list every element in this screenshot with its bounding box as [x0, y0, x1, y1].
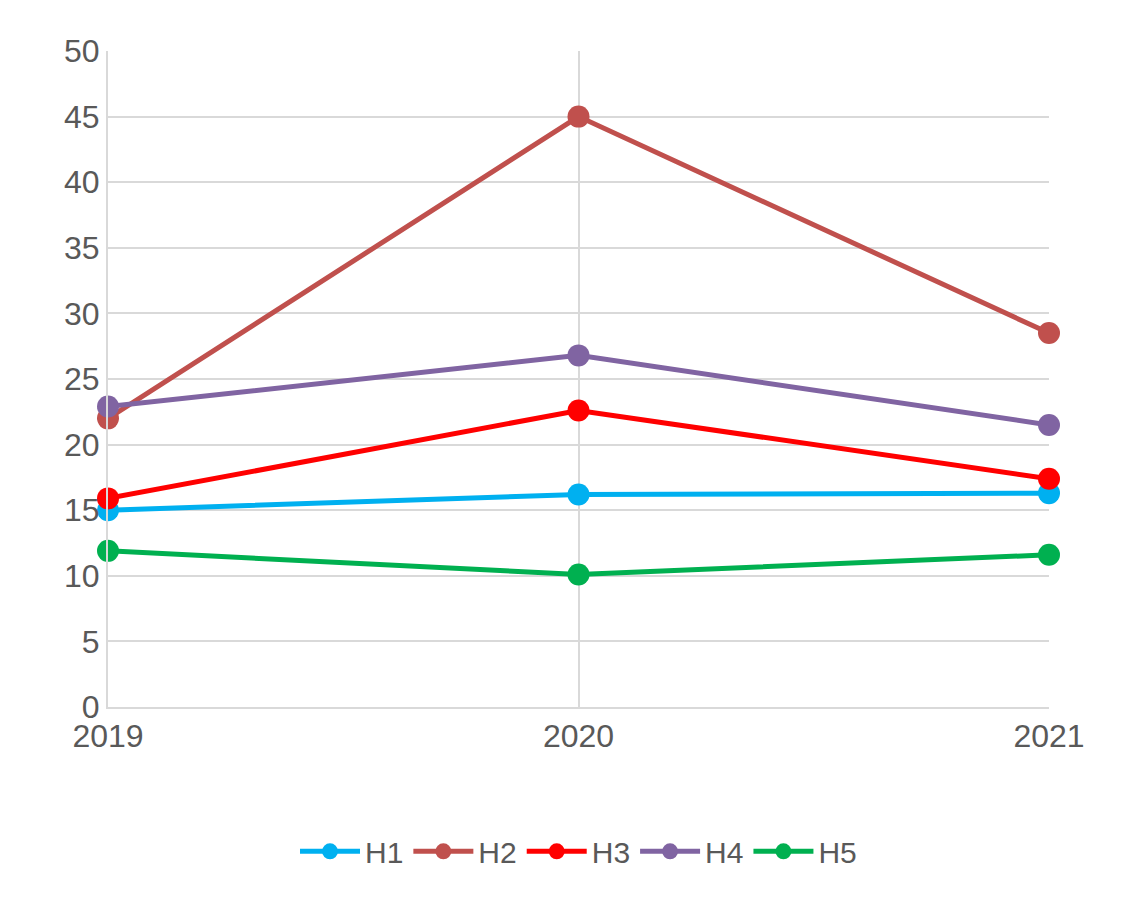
- svg-text:50: 50: [64, 33, 100, 69]
- svg-text:2021: 2021: [1013, 718, 1084, 754]
- svg-text:30: 30: [64, 296, 100, 332]
- svg-text:35: 35: [64, 230, 100, 266]
- svg-text:H2: H2: [478, 836, 516, 869]
- svg-text:H4: H4: [705, 836, 743, 869]
- svg-text:H3: H3: [592, 836, 630, 869]
- svg-text:40: 40: [64, 164, 100, 200]
- svg-text:20: 20: [64, 427, 100, 463]
- svg-text:10: 10: [64, 558, 100, 594]
- svg-text:H5: H5: [818, 836, 856, 869]
- svg-text:0: 0: [82, 689, 100, 725]
- svg-text:25: 25: [64, 361, 100, 397]
- svg-text:2019: 2019: [72, 718, 143, 754]
- svg-text:15: 15: [64, 492, 100, 528]
- svg-text:2020: 2020: [543, 718, 614, 754]
- svg-text:45: 45: [64, 99, 100, 135]
- svg-text:5: 5: [82, 624, 100, 660]
- svg-text:H1: H1: [365, 836, 403, 869]
